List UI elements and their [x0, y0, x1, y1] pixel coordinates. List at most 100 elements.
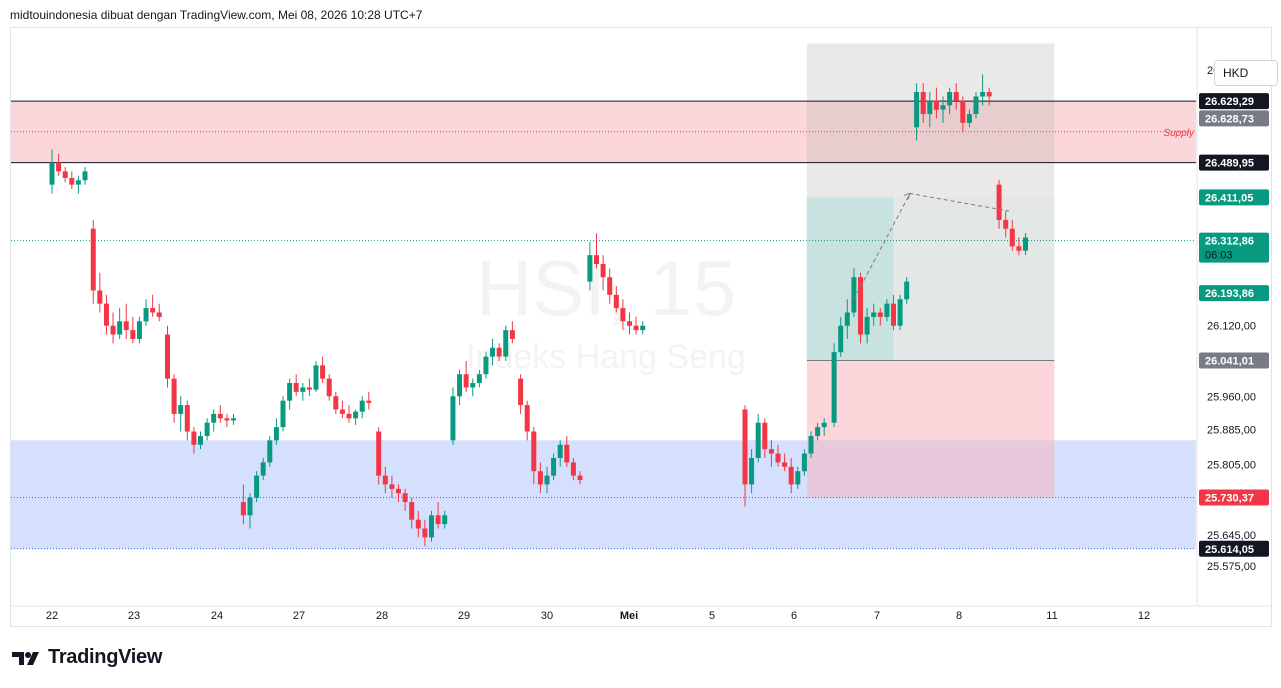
candle	[808, 431, 814, 458]
candle-body	[280, 400, 286, 428]
candle-body	[620, 308, 626, 322]
candle	[56, 153, 62, 176]
candle-body	[986, 92, 992, 97]
candle	[633, 316, 639, 335]
candle-body	[564, 444, 570, 463]
candle-body	[49, 162, 55, 185]
price-tag: 26.193,86	[1199, 285, 1269, 302]
chart-frame[interactable]: Supply HSI, 15 Indeks Hang Seng 26.700,0…	[10, 27, 1278, 627]
candle-body	[551, 457, 557, 476]
candle-body	[742, 409, 748, 485]
price-chart[interactable]: Supply HSI, 15 Indeks Hang Seng 26.700,0…	[11, 28, 1271, 626]
candle-body	[1009, 228, 1015, 247]
candle	[117, 308, 123, 339]
candle-body	[450, 396, 456, 441]
candle-body	[801, 453, 807, 472]
candle-body	[103, 303, 109, 326]
price-tag-label: 25.614,05	[1205, 544, 1254, 556]
candle	[788, 457, 794, 494]
candle-body	[966, 114, 972, 123]
position-target-upper	[806, 43, 1055, 198]
candle-body	[389, 484, 395, 489]
candle-body	[267, 440, 273, 463]
price-tag: 26.628,73	[1199, 110, 1269, 127]
candle-body	[346, 413, 352, 419]
candle	[240, 484, 246, 525]
candle	[775, 444, 781, 467]
candle	[143, 299, 149, 326]
candle-body	[607, 277, 613, 295]
currency-label: HKD	[1223, 66, 1249, 80]
candle-body	[457, 374, 463, 397]
candle	[49, 149, 55, 194]
candle	[940, 96, 946, 123]
candle	[600, 255, 606, 291]
candle-body	[136, 321, 142, 339]
candle	[90, 219, 96, 304]
candle	[483, 352, 489, 379]
candle	[557, 440, 563, 467]
candle	[1023, 233, 1028, 256]
candle-body	[795, 471, 801, 485]
candle	[858, 272, 863, 344]
candle	[69, 171, 75, 190]
candle	[524, 400, 530, 441]
candle	[920, 83, 926, 123]
price-tag-bg	[1199, 232, 1269, 263]
candle-body	[300, 387, 306, 392]
zone-label-supply: Supply	[1163, 128, 1195, 139]
price-tag-label: 25.730,37	[1205, 492, 1254, 504]
watermark-layer: HSI, 15 Indeks Hang Seng	[466, 244, 746, 376]
price-tag-countdown: 06:03	[1205, 250, 1233, 262]
candle-body	[422, 528, 428, 538]
candle	[509, 321, 515, 344]
candle-body	[973, 96, 979, 115]
candle-body	[143, 308, 149, 322]
candle-body	[171, 378, 177, 414]
candle-body	[470, 383, 476, 388]
price-tag: 25.730,37	[1199, 489, 1269, 506]
candle	[247, 493, 253, 529]
candle-body	[587, 255, 593, 282]
tradingview-logo-text: TradingView	[48, 646, 163, 668]
candle	[768, 440, 774, 467]
x-tick-label: 6	[791, 610, 797, 622]
candle	[960, 96, 966, 132]
candle-body	[927, 100, 933, 115]
candle-body	[435, 515, 441, 525]
candle	[749, 449, 755, 494]
candle-body	[996, 184, 1002, 220]
currency-button[interactable]: HKD	[1214, 60, 1278, 86]
position-stop-zone	[806, 360, 1055, 498]
candle	[435, 502, 441, 529]
candle	[496, 343, 502, 361]
candle-body	[509, 330, 515, 339]
candle	[191, 427, 197, 454]
candle-body	[75, 180, 81, 185]
candle	[564, 435, 570, 467]
candle-body	[306, 387, 312, 390]
candle-body	[821, 422, 827, 428]
candle	[359, 396, 365, 419]
candle-body	[198, 435, 203, 445]
candle	[851, 268, 857, 317]
candle-body	[376, 431, 382, 476]
candle	[838, 316, 844, 357]
candle	[627, 312, 632, 335]
candle	[184, 400, 190, 441]
candle-body	[69, 178, 75, 185]
candle-body	[123, 321, 129, 331]
y-tick-label: 25.645,00	[1207, 530, 1256, 542]
candle-body	[110, 325, 116, 335]
candle	[742, 405, 748, 507]
candle	[607, 268, 613, 304]
price-tag-bg	[1199, 352, 1269, 369]
candle	[389, 475, 395, 498]
candle-body	[914, 92, 920, 128]
candle-body	[490, 347, 496, 357]
tradingview-logo[interactable]: TradingView	[12, 646, 162, 669]
candle-body	[56, 162, 62, 172]
candle	[904, 277, 910, 304]
candle	[267, 435, 273, 467]
candle	[986, 87, 992, 106]
